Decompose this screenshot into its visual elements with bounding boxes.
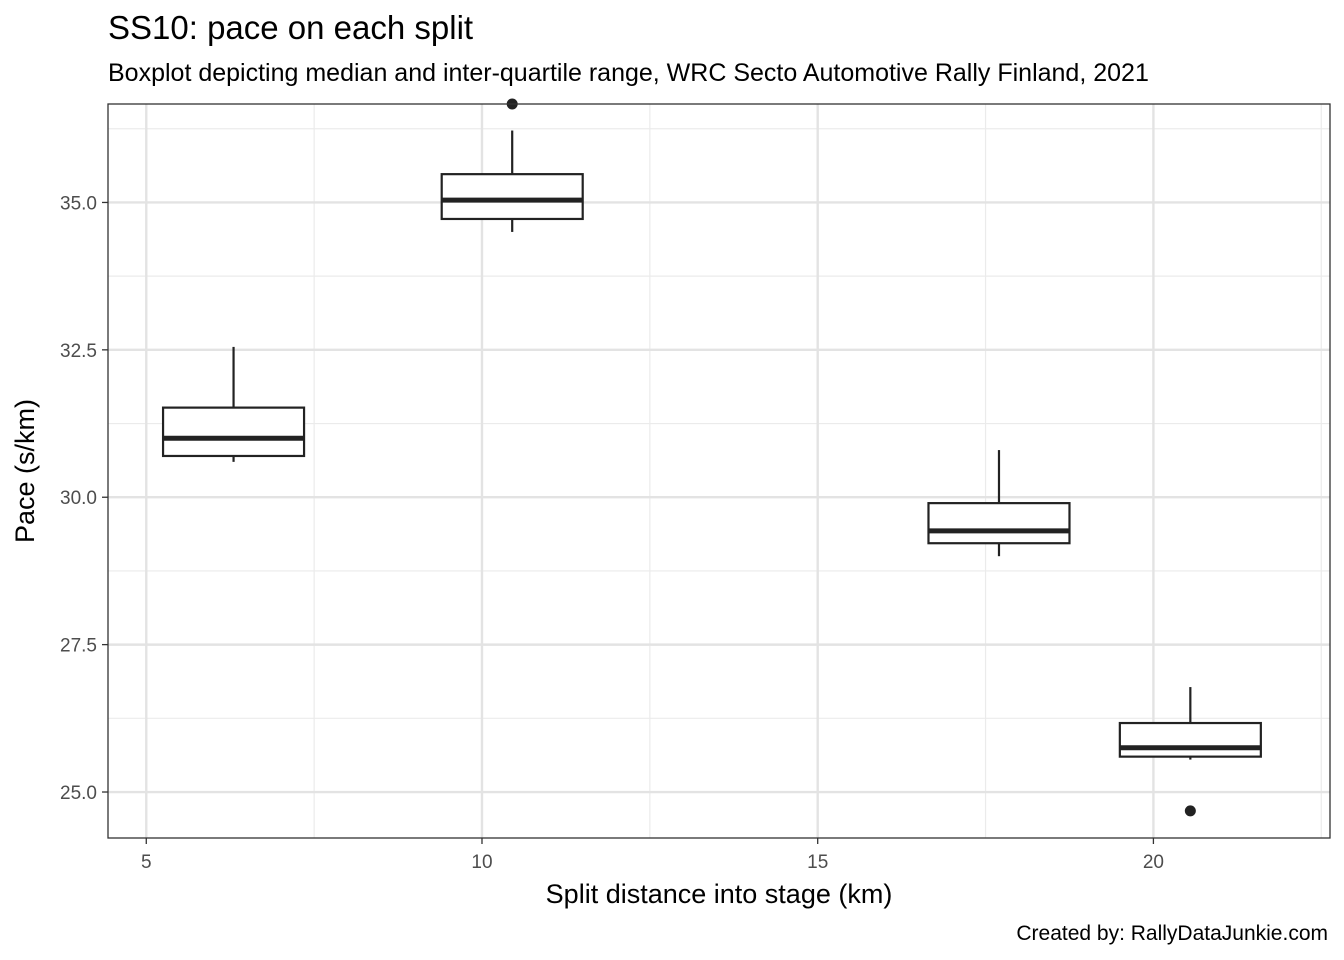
plot-panel-background [108, 104, 1330, 838]
minor-gridlines [108, 104, 1330, 838]
x-tick-label: 15 [807, 852, 828, 873]
chart-title: SS10: pace on each split [108, 9, 474, 46]
x-axis: 5 10 15 20 [141, 838, 1164, 873]
major-gridlines [108, 104, 1330, 838]
box-group-1 [161, 346, 306, 462]
box-group-4 [1118, 687, 1262, 817]
iqr-box [161, 406, 306, 458]
box-group-3 [927, 450, 1071, 557]
y-tick-label: 32.5 [60, 341, 97, 362]
boxplot-boxes [161, 98, 1262, 817]
box-group-2 [440, 98, 584, 232]
y-axis: 25.0 27.5 30.0 32.5 35.0 [60, 193, 108, 804]
chart-caption: Created by: RallyDataJunkie.com [1016, 922, 1328, 945]
y-tick-label: 27.5 [60, 636, 97, 657]
y-tick-label: 25.0 [60, 783, 97, 804]
y-tick-label: 30.0 [60, 488, 97, 509]
y-tick-label: 35.0 [60, 193, 97, 214]
y-axis-title: Pace (s/km) [10, 399, 40, 543]
x-tick-label: 20 [1143, 852, 1164, 873]
outlier-point [1184, 805, 1196, 817]
chart-subtitle: Boxplot depicting median and inter-quart… [108, 59, 1149, 87]
plot-panel-border [107, 103, 1331, 839]
x-tick-label: 10 [471, 852, 492, 873]
x-axis-title: Split distance into stage (km) [546, 879, 893, 909]
iqr-box [440, 173, 584, 221]
iqr-box [927, 502, 1071, 545]
iqr-box [1118, 721, 1262, 758]
x-tick-label: 5 [141, 852, 152, 873]
